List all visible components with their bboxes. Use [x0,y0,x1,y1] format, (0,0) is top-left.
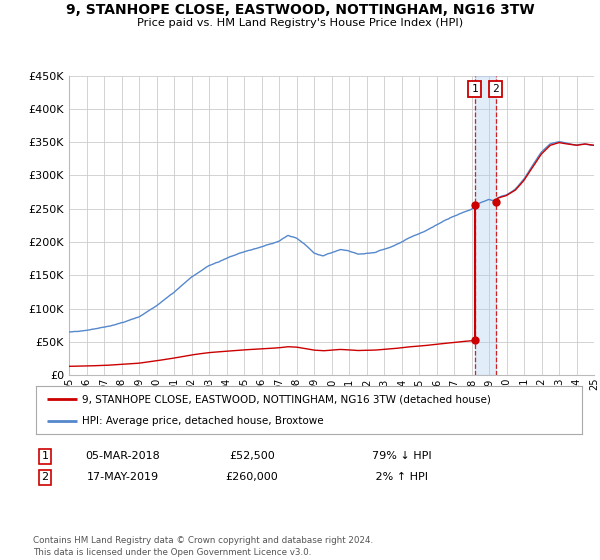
Text: £52,500: £52,500 [229,451,275,461]
Text: £260,000: £260,000 [226,472,278,482]
Bar [475,76,496,375]
Text: 1: 1 [41,451,49,461]
Text: 9, STANHOPE CLOSE, EASTWOOD, NOTTINGHAM, NG16 3TW: 9, STANHOPE CLOSE, EASTWOOD, NOTTINGHAM,… [65,3,535,17]
Text: 9, STANHOPE CLOSE, EASTWOOD, NOTTINGHAM, NG16 3TW (detached house): 9, STANHOPE CLOSE, EASTWOOD, NOTTINGHAM,… [82,394,491,404]
Text: 2: 2 [41,472,49,482]
Text: 79% ↓ HPI: 79% ↓ HPI [372,451,431,461]
Text: 05-MAR-2018: 05-MAR-2018 [86,451,160,461]
Text: 1: 1 [471,84,478,94]
Text: HPI: Average price, detached house, Broxtowe: HPI: Average price, detached house, Brox… [82,416,324,426]
Text: Contains HM Land Registry data © Crown copyright and database right 2024.
This d: Contains HM Land Registry data © Crown c… [33,536,373,557]
Text: 17-MAY-2019: 17-MAY-2019 [87,472,159,482]
Text: 2: 2 [492,84,499,94]
Text: 2% ↑ HPI: 2% ↑ HPI [372,472,428,482]
Text: Price paid vs. HM Land Registry's House Price Index (HPI): Price paid vs. HM Land Registry's House … [137,18,463,28]
